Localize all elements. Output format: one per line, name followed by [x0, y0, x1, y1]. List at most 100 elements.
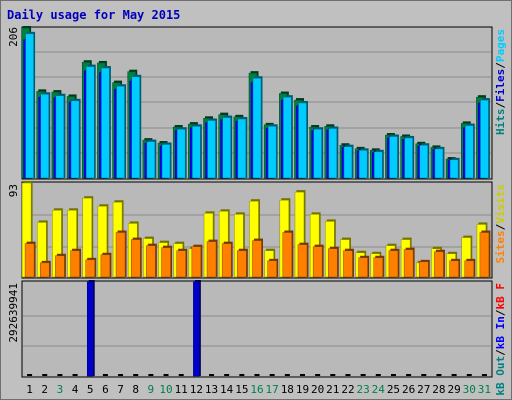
- bar-pages: [252, 76, 263, 179]
- x-tick-label: 29: [447, 383, 460, 396]
- bar-zero-marker: [133, 374, 139, 376]
- bar-pages: [374, 149, 384, 179]
- bar-sites: [403, 247, 415, 278]
- x-tick-label: 20: [311, 383, 324, 396]
- bar-sites: [100, 252, 112, 278]
- x-tick-label: 1: [26, 383, 33, 396]
- bar-zero-marker: [42, 374, 48, 376]
- bar-pages: [192, 124, 202, 179]
- bar-zero-marker: [57, 374, 63, 376]
- x-tick-label: 11: [175, 383, 188, 396]
- bar-pages: [298, 101, 308, 179]
- bar-pages: [222, 115, 233, 179]
- bar-pages: [25, 31, 36, 179]
- bar-sites: [146, 243, 157, 278]
- bar-zero-marker: [390, 374, 396, 376]
- bar-sites: [464, 258, 476, 278]
- bar-zero-marker: [209, 374, 215, 376]
- bar-pages: [389, 134, 399, 179]
- x-tick-label: 21: [326, 383, 339, 396]
- bar-sites: [206, 239, 218, 278]
- bar-sites: [297, 242, 309, 278]
- legend-item-kb-in: kB In: [494, 316, 507, 349]
- bar-pages: [419, 143, 430, 179]
- bar-zero-marker: [163, 374, 169, 376]
- bar-kb-out: [86, 280, 95, 377]
- x-tick-label: 5: [87, 383, 94, 396]
- bar-zero-marker: [315, 374, 321, 376]
- bar-pages: [404, 135, 415, 179]
- x-tick-label: 28: [432, 383, 445, 396]
- bar-sites: [237, 248, 248, 278]
- legend-item-files: Files: [494, 69, 507, 102]
- bar-sites: [328, 246, 339, 278]
- x-tick-label: 9: [148, 383, 155, 396]
- legend-middle: Sites/Visits: [494, 184, 507, 264]
- bar-pages: [176, 127, 187, 179]
- bar-zero-marker: [481, 374, 487, 376]
- bar-zero-marker: [345, 374, 351, 376]
- legend-top: Hits/Files/Pages: [494, 29, 507, 135]
- bar-zero-marker: [239, 374, 245, 376]
- x-tick-label: 31: [478, 383, 491, 396]
- bar-pages: [207, 118, 218, 179]
- y-tick-label-middle: 93: [7, 184, 20, 197]
- x-tick-label: 8: [132, 383, 139, 396]
- x-tick-label: 13: [205, 383, 218, 396]
- bar-sites: [191, 244, 203, 278]
- bar-zero-marker: [148, 374, 154, 376]
- x-tick-label: 23: [357, 383, 370, 396]
- bar-zero-marker: [178, 374, 184, 376]
- bar-pages: [465, 123, 475, 179]
- bar-sites: [39, 260, 51, 278]
- bar-zero-marker: [360, 374, 366, 376]
- legend-bottom: kB Out/kB In/kB F: [494, 283, 507, 396]
- bar-sites: [115, 230, 127, 278]
- bar-sites: [282, 230, 294, 278]
- x-tick-label: 7: [117, 383, 124, 396]
- legend-item-kb-f: kB F: [494, 283, 507, 310]
- bar-zero-marker: [436, 374, 442, 376]
- x-tick-label: 14: [220, 383, 234, 396]
- bar-zero-marker: [375, 374, 381, 376]
- bar-sites: [55, 253, 66, 278]
- legend-item-hits: Hits: [494, 109, 507, 136]
- legend-item-sites: Sites: [494, 230, 507, 263]
- bar-pages: [480, 98, 490, 179]
- bar-sites: [24, 241, 36, 278]
- bar-sites: [252, 238, 263, 278]
- bar-sites: [267, 258, 279, 278]
- bar-sites: [130, 237, 142, 278]
- bar-pages: [283, 95, 293, 179]
- bar-zero-marker: [451, 374, 457, 376]
- bar-zero-marker: [254, 374, 260, 376]
- x-tick-label: 26: [402, 383, 415, 396]
- bar-pages: [237, 117, 248, 179]
- bar-zero-marker: [330, 374, 336, 376]
- bar-pages: [328, 126, 339, 179]
- bar-pages: [85, 64, 96, 179]
- bar-sites: [176, 248, 188, 278]
- x-tick-label: 3: [57, 383, 64, 396]
- bar-sites: [419, 259, 430, 278]
- x-tick-label: 27: [417, 383, 430, 396]
- bar-sites: [479, 230, 491, 278]
- bar-pages: [131, 74, 142, 179]
- bar-sites: [373, 255, 385, 278]
- x-tick-label: 12: [190, 383, 203, 396]
- legend-item-pages: Pages: [494, 29, 507, 62]
- bar-pages: [434, 146, 445, 179]
- x-tick-label: 30: [463, 383, 476, 396]
- legend-item-kb-out: kB Out: [494, 356, 507, 396]
- bar-sites: [434, 249, 445, 278]
- bar-pages: [116, 84, 127, 179]
- bar-sites: [343, 248, 354, 278]
- bar-pages: [101, 66, 111, 179]
- panel-bottom: [21, 280, 493, 378]
- x-tick-label: 2: [41, 383, 48, 396]
- bar-kb-out: [193, 280, 201, 377]
- x-tick-label: 22: [341, 383, 354, 396]
- legend-item-visits: Visits: [494, 184, 507, 224]
